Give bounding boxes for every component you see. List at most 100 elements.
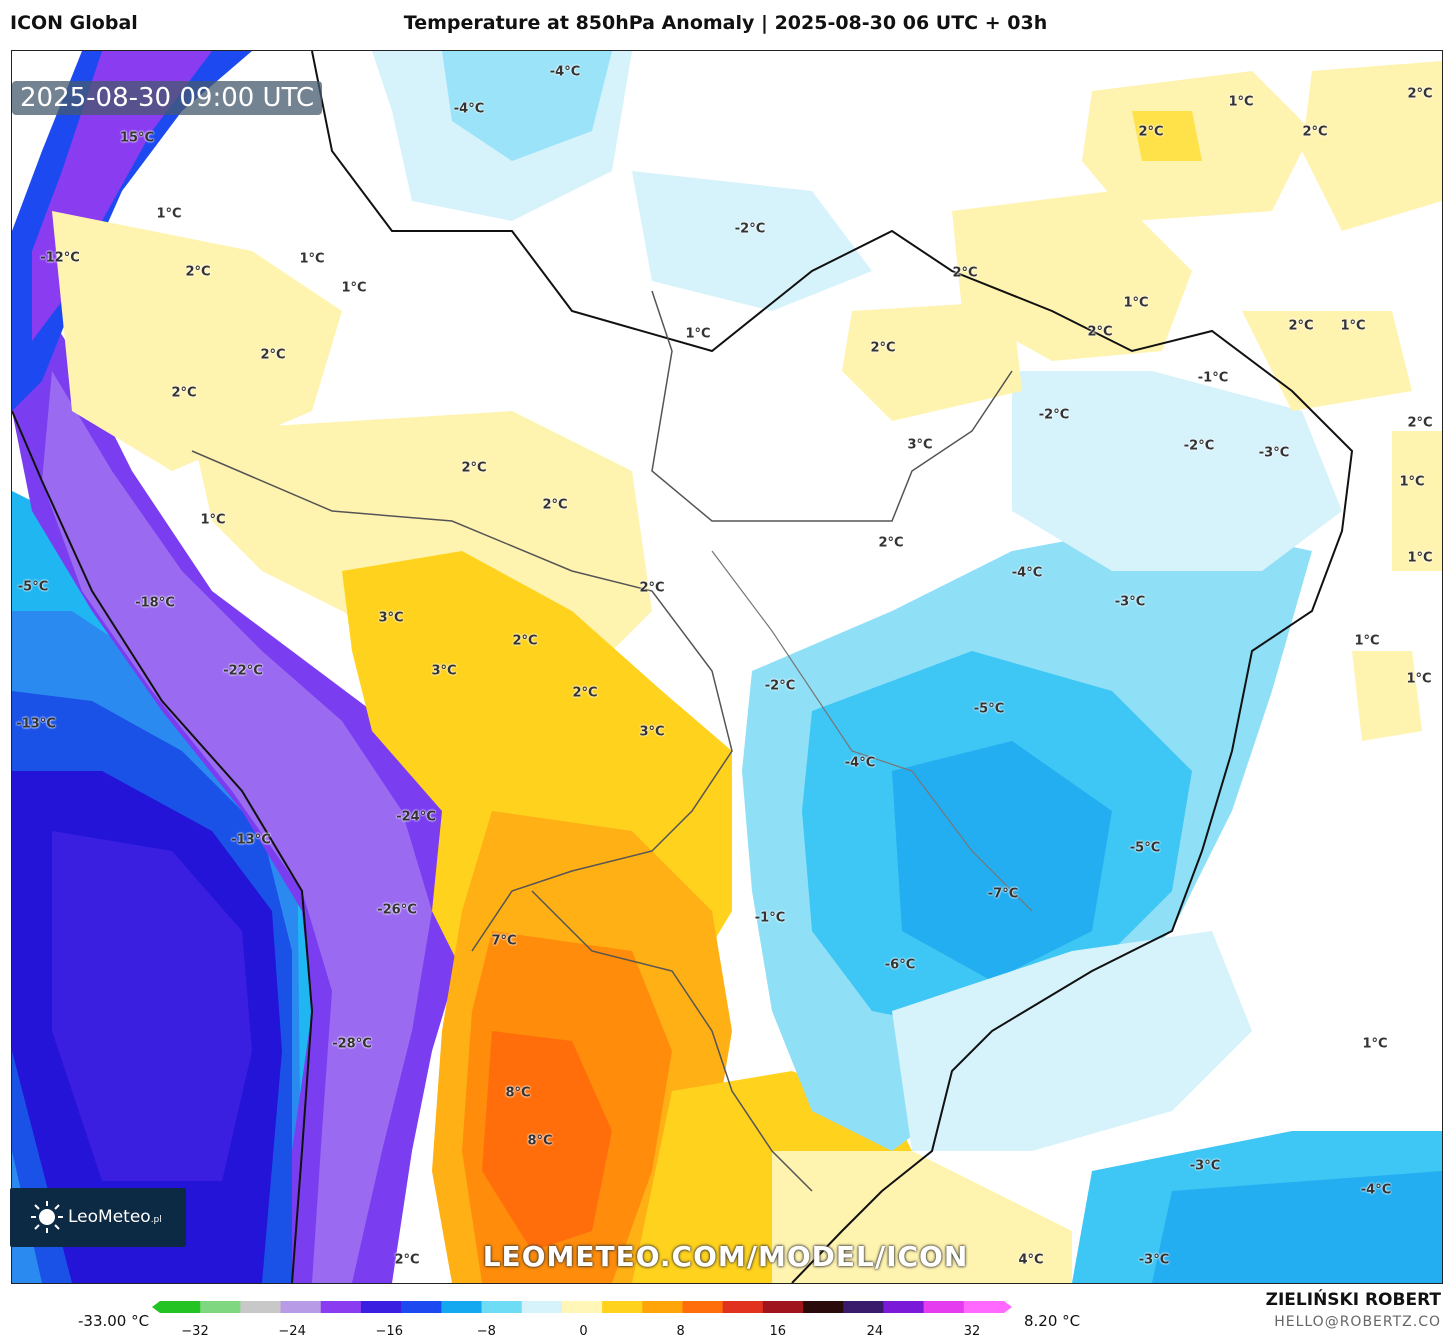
colorbar-segment: [521, 1301, 563, 1313]
colorbar-tick-label: 8: [676, 1324, 685, 1339]
watermark-url: LEOMETEO.COM/MODEL/ICON: [482, 1240, 969, 1273]
map-label: -18°C: [135, 595, 175, 611]
map-label: -6°C: [884, 957, 916, 973]
map-label: 1°C: [200, 512, 226, 528]
map-label: -3°C: [1114, 594, 1146, 610]
colorbar-segment: [762, 1301, 804, 1313]
map-label: -4°C: [844, 755, 876, 771]
colorbar-tick-label: 16: [769, 1324, 787, 1339]
map-label: -3°C: [1138, 1252, 1170, 1268]
legend-max: 8.20 °C: [1024, 1312, 1081, 1330]
map-label: -2°C: [1183, 438, 1215, 454]
map-label: 3°C: [378, 610, 404, 626]
map-label: 2°C: [512, 633, 538, 649]
map-label: 2°C: [1302, 124, 1328, 140]
colorbar-segment: [883, 1301, 925, 1313]
logo-suffix: .pl: [150, 1215, 162, 1225]
leometeo-logo: LeoMeteo.pl: [10, 1188, 186, 1247]
map-label: -4°C: [1011, 565, 1043, 581]
map-label: 4°C: [1018, 1252, 1044, 1268]
map-label: -2°C: [1038, 407, 1070, 423]
map-label: -3°C: [1189, 1158, 1221, 1174]
map-label: 2°C: [542, 497, 568, 513]
colorbar-segment: [682, 1301, 724, 1313]
map-label: 15°C: [119, 130, 155, 146]
colorbar: [152, 1301, 1012, 1313]
colorbar-segment: [923, 1301, 965, 1313]
map-label: 2°C: [639, 580, 665, 596]
colorbar-segment: [642, 1301, 683, 1313]
chart-title: Temperature at 850hPa Anomaly | 2025-08-…: [403, 12, 1048, 34]
map-label: 2°C: [1288, 318, 1314, 334]
map-label: 1°C: [1399, 474, 1425, 490]
colorbar-segment: [401, 1301, 442, 1313]
map-label: 2°C: [171, 385, 197, 401]
colorbar-tick-label: 32: [963, 1324, 981, 1339]
map-label: -5°C: [973, 701, 1005, 717]
map-label: -24°C: [396, 809, 436, 825]
colorbar-segment: [441, 1301, 483, 1313]
colorbar-segment: [481, 1301, 523, 1313]
colorbar-tick-label: −8: [476, 1324, 496, 1339]
map-label: 2°C: [1138, 124, 1164, 140]
map-label: 2°C: [1407, 86, 1433, 102]
map-label: -12°C: [40, 250, 80, 266]
map-label: 1°C: [685, 326, 711, 342]
map-label: 1°C: [1123, 295, 1149, 311]
map-label: 1°C: [1228, 94, 1254, 110]
colorbar-segment: [722, 1301, 764, 1313]
colorbar-tick-label: −24: [278, 1324, 306, 1339]
map-label: 1°C: [1362, 1036, 1388, 1052]
colorbar-segment: [160, 1301, 201, 1313]
colorbar-min-arrow: [152, 1301, 160, 1313]
map-label: -5°C: [1129, 840, 1161, 856]
map-label: 3°C: [639, 724, 665, 740]
colorbar-segment: [602, 1301, 643, 1313]
map-label: 1°C: [1354, 633, 1380, 649]
map-label: -26°C: [377, 902, 417, 918]
colorbar-segment: [561, 1301, 603, 1313]
map-label: -4°C: [549, 64, 581, 80]
colorbar-segment: [963, 1301, 1005, 1313]
map-label: 1°C: [341, 280, 367, 296]
map-label: 2°C: [185, 264, 211, 280]
author-name: ZIELIŃSKI ROBERT: [1265, 1290, 1441, 1310]
map-label: 3°C: [907, 437, 933, 453]
map-label: -13°C: [231, 832, 271, 848]
map-label: -13°C: [16, 716, 56, 732]
colorbar-segment: [200, 1301, 241, 1313]
colorbar-segment: [803, 1301, 844, 1313]
map-label: 8°C: [505, 1085, 531, 1101]
model-name: ICON Global: [10, 12, 138, 34]
map-label: 1°C: [299, 251, 325, 267]
colorbar-tick-label: −32: [181, 1324, 209, 1339]
colorbar-segment: [240, 1301, 282, 1313]
map-label: 2°C: [952, 265, 978, 281]
map-label: -22°C: [223, 663, 263, 679]
sun-icon: [31, 1201, 63, 1233]
map-label: -1°C: [754, 910, 786, 926]
map-label: 3°C: [431, 663, 457, 679]
map-label: 2°C: [461, 460, 487, 476]
colorbar-tick-label: −16: [375, 1324, 403, 1339]
map-label: 2°C: [1407, 415, 1433, 431]
map-label: -3°C: [1258, 445, 1290, 461]
map-label: 1°C: [156, 206, 182, 222]
map-label: 2°C: [870, 340, 896, 356]
colorbar-max-arrow: [1004, 1301, 1012, 1313]
map-label: 7°C: [491, 933, 517, 949]
map-label: -4°C: [453, 101, 485, 117]
author-email: HELLO@ROBERTZ.CO: [1274, 1314, 1441, 1330]
logo-name: LeoMeteo: [68, 1207, 151, 1227]
colorbar-tick-label: 0: [579, 1324, 588, 1339]
colorbar-segment: [280, 1301, 322, 1313]
map-label: -1°C: [1197, 370, 1229, 386]
map-label: 2°C: [394, 1252, 420, 1268]
map-label: -28°C: [332, 1036, 372, 1052]
map-label: -5°C: [17, 579, 49, 595]
map-label: 8°C: [527, 1133, 553, 1149]
map-label: -4°C: [1360, 1182, 1392, 1198]
legend-min: -33.00 °C: [78, 1312, 150, 1330]
map-label: -2°C: [734, 221, 766, 237]
logo-text: LeoMeteo.pl: [68, 1207, 162, 1227]
